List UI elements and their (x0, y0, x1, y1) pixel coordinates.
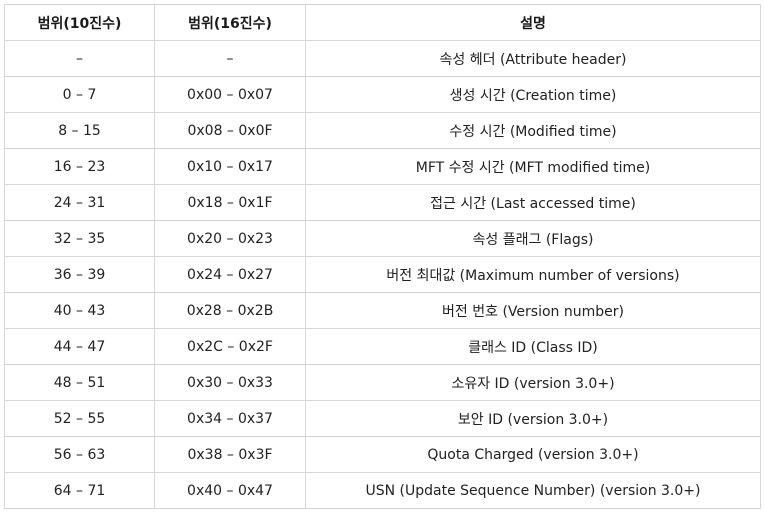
cell-description: USN (Update Sequence Number) (version 3.… (305, 472, 761, 509)
cell-decimal-range: 64 – 71 (4, 472, 155, 509)
cell-description: 생성 시간 (Creation time) (305, 76, 761, 113)
cell-decimal-range: 40 – 43 (4, 292, 155, 329)
table-row: 16 – 23 0x10 – 0x17 MFT 수정 시간 (MFT modif… (4, 148, 761, 185)
table-row: 44 – 47 0x2C – 0x2F 클래스 ID (Class ID) (4, 328, 761, 365)
header-row: 범위(10진수) 범위(16진수) 설명 (4, 4, 761, 41)
cell-decimal-range: 52 – 55 (4, 400, 155, 437)
table-row: 40 – 43 0x28 – 0x2B 버전 번호 (Version numbe… (4, 292, 761, 329)
table-row: 0 – 7 0x00 – 0x07 생성 시간 (Creation time) (4, 76, 761, 113)
table-row: 48 – 51 0x30 – 0x33 소유자 ID (version 3.0+… (4, 364, 761, 401)
attribute-range-table: 범위(10진수) 범위(16진수) 설명 – – 속성 헤더 (Attribut… (4, 4, 761, 509)
table-row: 24 – 31 0x18 – 0x1F 접근 시간 (Last accessed… (4, 184, 761, 221)
cell-description: 속성 플래그 (Flags) (305, 220, 761, 257)
table-row: – – 속성 헤더 (Attribute header) (4, 40, 761, 77)
header-description: 설명 (305, 4, 761, 41)
cell-hex-range: 0x2C – 0x2F (154, 328, 306, 365)
cell-hex-range: 0x18 – 0x1F (154, 184, 306, 221)
table-row: 52 – 55 0x34 – 0x37 보안 ID (version 3.0+) (4, 400, 761, 437)
table-row: 64 – 71 0x40 – 0x47 USN (Update Sequence… (4, 472, 761, 509)
cell-hex-range: 0x08 – 0x0F (154, 112, 306, 149)
table-header: 범위(10진수) 범위(16진수) 설명 (4, 4, 761, 41)
table-body: – – 속성 헤더 (Attribute header) 0 – 7 0x00 … (4, 40, 761, 509)
table-row: 56 – 63 0x38 – 0x3F Quota Charged (versi… (4, 436, 761, 473)
cell-description: 클래스 ID (Class ID) (305, 328, 761, 365)
table-row: 32 – 35 0x20 – 0x23 속성 플래그 (Flags) (4, 220, 761, 257)
cell-description: 접근 시간 (Last accessed time) (305, 184, 761, 221)
cell-description: 보안 ID (version 3.0+) (305, 400, 761, 437)
cell-hex-range: 0x40 – 0x47 (154, 472, 306, 509)
cell-decimal-range: 32 – 35 (4, 220, 155, 257)
cell-hex-range: 0x24 – 0x27 (154, 256, 306, 293)
cell-hex-range: 0x20 – 0x23 (154, 220, 306, 257)
cell-decimal-range: 0 – 7 (4, 76, 155, 113)
cell-description: 소유자 ID (version 3.0+) (305, 364, 761, 401)
header-decimal-range: 범위(10진수) (4, 4, 155, 41)
cell-hex-range: 0x34 – 0x37 (154, 400, 306, 437)
cell-description: 버전 번호 (Version number) (305, 292, 761, 329)
cell-hex-range: 0x38 – 0x3F (154, 436, 306, 473)
cell-description: 수정 시간 (Modified time) (305, 112, 761, 149)
cell-hex-range: 0x30 – 0x33 (154, 364, 306, 401)
cell-decimal-range: 44 – 47 (4, 328, 155, 365)
cell-description: 속성 헤더 (Attribute header) (305, 40, 761, 77)
table-row: 8 – 15 0x08 – 0x0F 수정 시간 (Modified time) (4, 112, 761, 149)
header-hex-range: 범위(16진수) (154, 4, 306, 41)
cell-description: MFT 수정 시간 (MFT modified time) (305, 148, 761, 185)
cell-description: 버전 최대값 (Maximum number of versions) (305, 256, 761, 293)
cell-hex-range: 0x00 – 0x07 (154, 76, 306, 113)
cell-hex-range: 0x28 – 0x2B (154, 292, 306, 329)
cell-hex-range: 0x10 – 0x17 (154, 148, 306, 185)
cell-decimal-range: – (4, 40, 155, 77)
cell-decimal-range: 36 – 39 (4, 256, 155, 293)
cell-description: Quota Charged (version 3.0+) (305, 436, 761, 473)
cell-decimal-range: 16 – 23 (4, 148, 155, 185)
cell-decimal-range: 56 – 63 (4, 436, 155, 473)
cell-decimal-range: 8 – 15 (4, 112, 155, 149)
cell-decimal-range: 48 – 51 (4, 364, 155, 401)
table-row: 36 – 39 0x24 – 0x27 버전 최대값 (Maximum numb… (4, 256, 761, 293)
cell-hex-range: – (154, 40, 306, 77)
cell-decimal-range: 24 – 31 (4, 184, 155, 221)
